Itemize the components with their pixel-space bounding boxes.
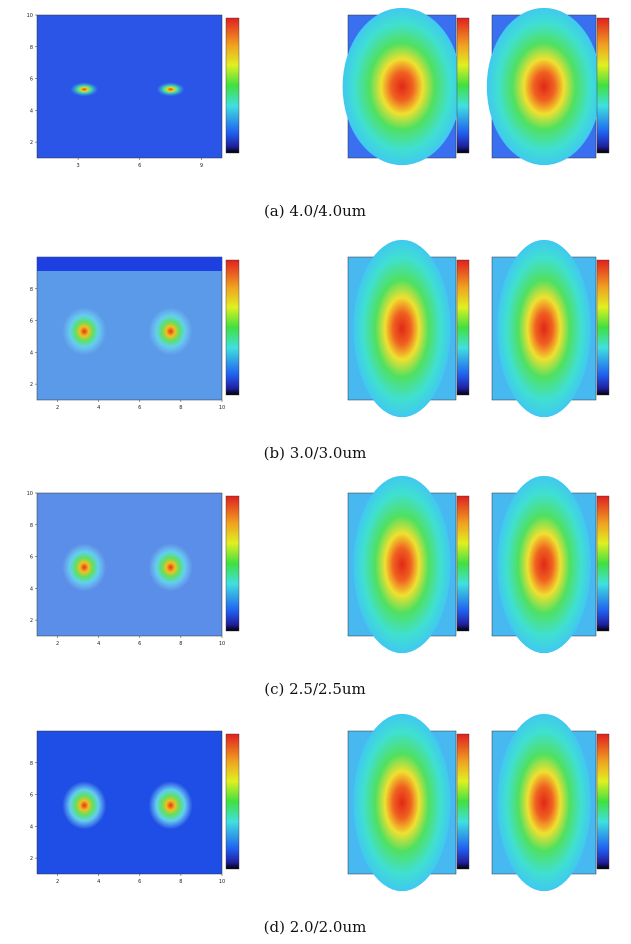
y-tick-label: 4	[30, 824, 33, 830]
y-tick-label: 4	[30, 586, 33, 592]
x-tick-label: 10	[219, 405, 225, 411]
colorbar	[456, 733, 470, 870]
x-tick-label: 4	[97, 879, 100, 885]
zoom-spot	[497, 239, 591, 418]
x-tick-label: 4	[97, 405, 100, 411]
colorbar	[456, 259, 470, 396]
zoom-spot	[486, 7, 602, 166]
hot-spot	[148, 781, 193, 830]
hot-spot	[156, 82, 185, 97]
x-tick-label: 8	[179, 641, 182, 647]
hot-spot	[62, 307, 107, 356]
x-tick-label: 2	[56, 879, 59, 885]
colorbar	[596, 495, 610, 632]
zoom-spot	[497, 475, 591, 654]
x-tick-label: 6	[138, 405, 141, 411]
x-tick-label: 6	[138, 641, 141, 647]
hot-spot	[62, 781, 107, 830]
colorbar	[225, 733, 240, 870]
colorbar	[225, 17, 240, 154]
zoom-spot	[497, 713, 591, 892]
colorbar	[596, 17, 610, 154]
x-tick-label: 10	[219, 879, 225, 885]
y-tick-label: 8	[30, 523, 33, 529]
x-tick-label: 6	[138, 879, 141, 885]
hot-spot	[148, 543, 193, 592]
y-tick-label: 2	[30, 618, 33, 624]
hot-spot	[148, 307, 193, 356]
colorbar	[596, 259, 610, 396]
caption: (c) 2.5/2.5um	[264, 680, 366, 698]
x-tick-label: 8	[179, 879, 182, 885]
x-tick-label: 10	[219, 641, 225, 647]
y-tick-label: 8	[30, 45, 33, 51]
y-tick-label: 4	[30, 108, 33, 114]
top-band	[37, 257, 222, 271]
caption: (b) 3.0/3.0um	[264, 444, 367, 462]
y-tick-label: 4	[30, 350, 33, 356]
y-tick-label: 10	[27, 13, 33, 19]
hot-spot	[70, 82, 99, 97]
colorbar	[456, 17, 470, 154]
hot-spot	[62, 543, 107, 592]
colorbar	[456, 495, 470, 632]
y-tick-label: 2	[30, 140, 33, 146]
y-tick-label: 8	[30, 761, 33, 767]
colorbar	[596, 733, 610, 870]
y-tick-label: 2	[30, 856, 33, 862]
zoom-spot	[353, 475, 451, 654]
colorbar	[225, 495, 240, 632]
y-tick-label: 8	[30, 287, 33, 293]
zoom-spot	[353, 239, 451, 418]
y-tick-label: 10	[27, 491, 33, 497]
x-tick-label: 2	[56, 405, 59, 411]
zoom-spot	[353, 713, 451, 892]
zoom-spot	[342, 7, 462, 166]
y-tick-label: 6	[30, 77, 33, 83]
x-tick-label: 4	[97, 641, 100, 647]
caption: (d) 2.0/2.0um	[264, 918, 367, 936]
x-tick-label: 2	[56, 641, 59, 647]
x-tick-label: 9	[200, 163, 203, 169]
y-tick-label: 6	[30, 555, 33, 561]
x-tick-label: 6	[138, 163, 141, 169]
y-tick-label: 6	[30, 319, 33, 325]
y-tick-label: 6	[30, 793, 33, 799]
colorbar	[225, 259, 240, 396]
heatmap	[36, 14, 223, 159]
x-tick-label: 8	[179, 405, 182, 411]
caption: (a) 4.0/4.0um	[264, 202, 366, 220]
y-tick-label: 2	[30, 382, 33, 388]
x-tick-label: 3	[77, 163, 80, 169]
